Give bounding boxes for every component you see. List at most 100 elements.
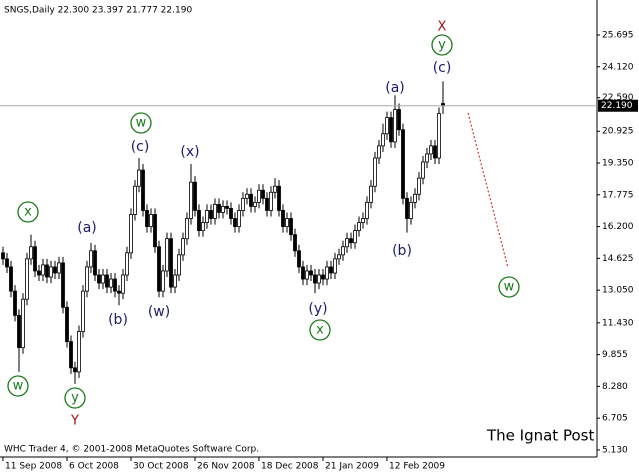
candle-body bbox=[321, 274, 325, 280]
candle-body bbox=[393, 109, 397, 143]
y-tick-label: 22.590 bbox=[602, 93, 634, 103]
candle-body bbox=[217, 203, 221, 213]
header: SNGS,Daily 22.300 23.397 21.777 22.190 bbox=[4, 6, 192, 16]
candle-body bbox=[185, 218, 189, 240]
candle-body bbox=[233, 218, 237, 227]
candle-body bbox=[317, 274, 321, 284]
candle-body bbox=[161, 270, 165, 292]
candle-body bbox=[357, 222, 361, 232]
candle-body bbox=[309, 270, 313, 276]
candle-body bbox=[389, 117, 393, 143]
wave-label: x bbox=[316, 323, 324, 338]
candle-body bbox=[73, 367, 77, 373]
candle-body bbox=[85, 266, 89, 292]
wave-label: (y) bbox=[308, 301, 327, 317]
candle-body bbox=[25, 258, 29, 300]
wave-label: x bbox=[24, 205, 32, 220]
wave-label: (a) bbox=[385, 80, 405, 96]
candle-body bbox=[349, 238, 353, 244]
wave-circle bbox=[64, 387, 86, 409]
candle-body bbox=[409, 201, 413, 219]
candle-body bbox=[149, 214, 153, 227]
candle-body bbox=[401, 129, 405, 199]
candle-body bbox=[65, 306, 69, 342]
x-tick-label: 18 Dec 2008 bbox=[261, 462, 319, 472]
candle-body bbox=[397, 109, 401, 131]
candle-body bbox=[29, 246, 33, 260]
y-tick-label: 17.775 bbox=[602, 190, 634, 200]
candle-body bbox=[181, 238, 185, 256]
x-tick-label: 26 Nov 2008 bbox=[197, 462, 255, 472]
y-tick-label: 9.855 bbox=[602, 350, 628, 360]
candle-body bbox=[133, 185, 137, 215]
candle-body bbox=[41, 264, 45, 276]
candle-body bbox=[273, 185, 277, 193]
candle-body bbox=[329, 266, 333, 274]
candle-body bbox=[285, 218, 289, 227]
candle-body bbox=[293, 234, 297, 252]
candle-body bbox=[157, 246, 161, 292]
candle-body bbox=[221, 206, 225, 213]
candle-body bbox=[257, 189, 261, 203]
candle-body bbox=[325, 266, 329, 280]
candle-body bbox=[61, 262, 65, 308]
candle-body bbox=[89, 250, 93, 268]
wave-label: X bbox=[438, 20, 447, 35]
y-tick-label: 20.925 bbox=[602, 127, 634, 137]
candle-body bbox=[81, 290, 85, 332]
candle-body bbox=[121, 274, 125, 294]
wave-circle bbox=[498, 276, 520, 298]
candle-body bbox=[425, 153, 429, 163]
candle-body bbox=[33, 246, 37, 272]
candle-body bbox=[361, 218, 365, 223]
y-tick-label: 6.705 bbox=[602, 414, 628, 424]
candle-body bbox=[373, 157, 377, 187]
y-tick-label: 8.280 bbox=[602, 382, 628, 392]
candle-body bbox=[265, 197, 269, 211]
y-tick-label: 19.350 bbox=[602, 159, 634, 169]
candle-body bbox=[93, 250, 97, 276]
candle-body bbox=[289, 218, 293, 236]
y-tick-label: 13.050 bbox=[602, 286, 634, 296]
candle-body bbox=[77, 331, 81, 373]
candle-body bbox=[69, 341, 73, 369]
current-price-label: 22.190 bbox=[601, 101, 633, 111]
wave-circle bbox=[17, 201, 39, 223]
candle-body bbox=[229, 208, 233, 219]
wave-label: (c) bbox=[433, 60, 452, 76]
candle-body bbox=[305, 270, 309, 280]
candle-body bbox=[189, 181, 193, 219]
candle-body bbox=[1, 252, 5, 260]
candle-body bbox=[21, 298, 25, 349]
candle-body bbox=[337, 254, 341, 260]
candle-body bbox=[241, 197, 245, 211]
candle-body bbox=[405, 197, 409, 219]
candle-body bbox=[97, 274, 101, 284]
candle-body bbox=[169, 238, 173, 288]
candle-body bbox=[417, 177, 421, 195]
wave-circle bbox=[431, 34, 453, 56]
candle-body bbox=[201, 222, 205, 232]
candle-body bbox=[177, 254, 181, 276]
candle-body bbox=[437, 113, 441, 159]
y-tick-label: 24.120 bbox=[602, 62, 634, 72]
current-price-box bbox=[598, 99, 638, 112]
candle-body bbox=[9, 266, 13, 292]
candle-body bbox=[117, 290, 121, 294]
candle-body bbox=[269, 191, 273, 211]
wave-label: w bbox=[504, 280, 515, 295]
wave-label: w bbox=[13, 379, 24, 394]
wave-circle bbox=[7, 375, 29, 397]
wave-circle bbox=[309, 319, 331, 341]
candle-body bbox=[5, 258, 9, 268]
candle-body bbox=[245, 193, 249, 199]
candle-body bbox=[197, 210, 201, 232]
wave-label: (a) bbox=[77, 220, 97, 236]
wave-label: (b) bbox=[108, 312, 128, 328]
wave-label: Y bbox=[70, 414, 79, 429]
x-tick-label: 11 Sep 2008 bbox=[5, 462, 62, 472]
candle-body bbox=[193, 181, 197, 211]
candle-body bbox=[381, 133, 385, 147]
